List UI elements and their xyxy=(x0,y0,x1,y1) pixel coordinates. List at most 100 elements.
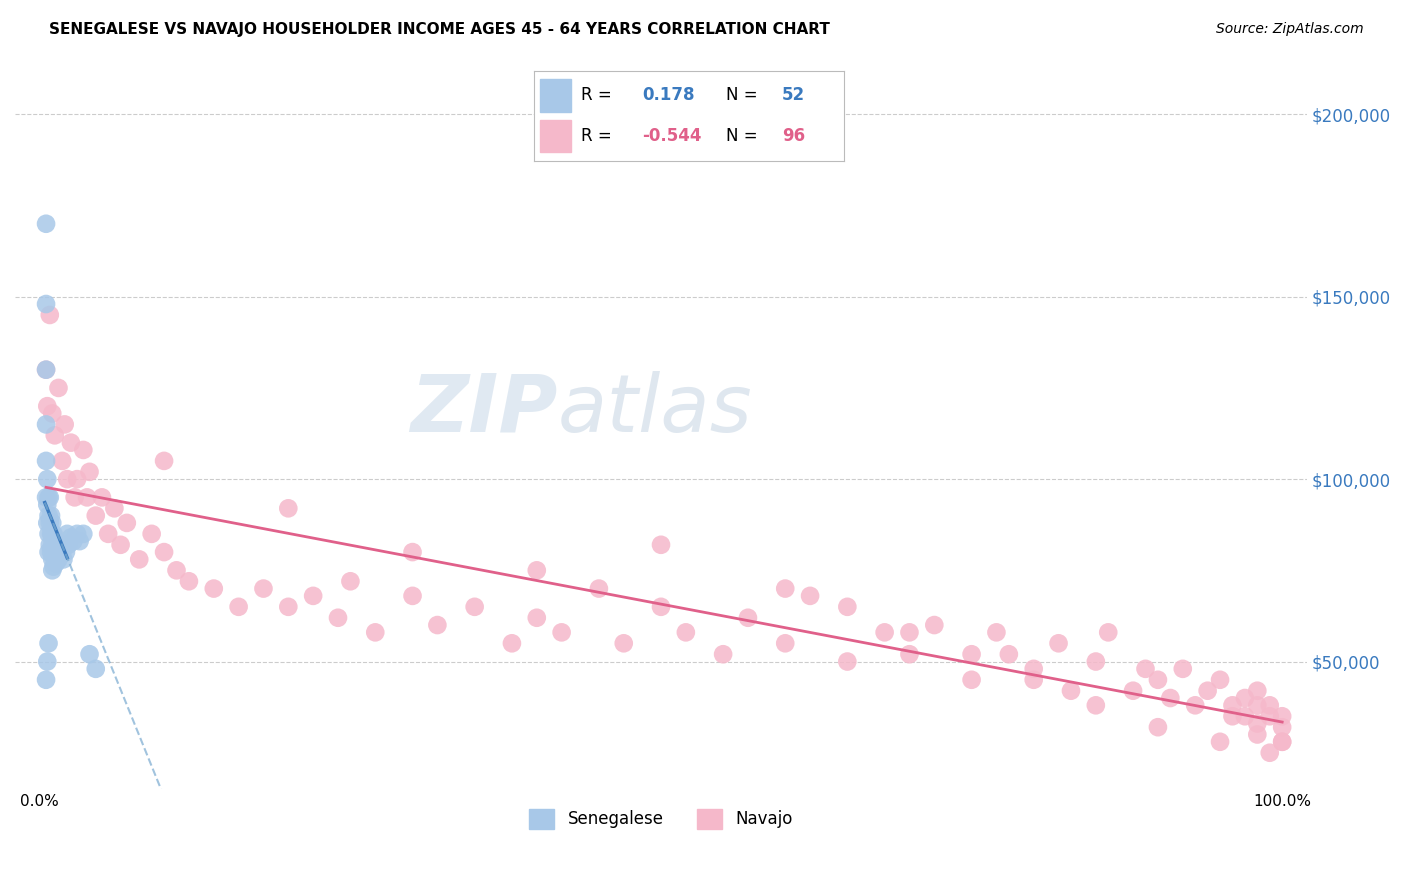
Point xyxy=(1122,683,1144,698)
Point xyxy=(401,545,423,559)
Point xyxy=(84,662,107,676)
Point xyxy=(1184,698,1206,713)
Point xyxy=(277,599,299,614)
Bar xyxy=(540,79,571,112)
Point xyxy=(202,582,225,596)
Point xyxy=(49,538,72,552)
Point xyxy=(177,574,200,589)
Point xyxy=(773,636,796,650)
Point xyxy=(1084,698,1107,713)
Point xyxy=(141,526,163,541)
Point xyxy=(675,625,697,640)
Point xyxy=(1258,698,1281,713)
Point xyxy=(960,647,983,661)
Point xyxy=(51,545,73,559)
Text: 52: 52 xyxy=(782,87,804,104)
Point xyxy=(550,625,572,640)
Point xyxy=(1135,662,1157,676)
Point xyxy=(41,563,63,577)
Point xyxy=(426,618,449,632)
Point xyxy=(37,655,59,669)
Point xyxy=(41,552,63,566)
Point xyxy=(38,526,60,541)
Point xyxy=(53,538,76,552)
Text: N =: N = xyxy=(725,127,758,145)
Point xyxy=(69,534,91,549)
Point xyxy=(51,454,73,468)
Point xyxy=(35,217,58,231)
Text: R =: R = xyxy=(581,87,612,104)
Point xyxy=(35,362,58,376)
Point xyxy=(1022,673,1045,687)
Point xyxy=(153,454,176,468)
Point xyxy=(1271,735,1294,749)
Point xyxy=(39,545,62,559)
Text: 96: 96 xyxy=(782,127,804,145)
Point xyxy=(44,428,66,442)
Point xyxy=(41,538,63,552)
Point xyxy=(252,582,274,596)
Point xyxy=(63,491,86,505)
Point xyxy=(1258,746,1281,760)
Point xyxy=(72,442,94,457)
Point xyxy=(1233,709,1256,723)
Point xyxy=(42,559,65,574)
Point xyxy=(35,454,58,468)
Point xyxy=(38,491,60,505)
Point xyxy=(76,491,98,505)
Point xyxy=(46,545,69,559)
Point xyxy=(302,589,325,603)
Text: -0.544: -0.544 xyxy=(643,127,702,145)
Legend: Senegalese, Navajo: Senegalese, Navajo xyxy=(523,802,800,836)
Point xyxy=(339,574,361,589)
Point xyxy=(79,647,101,661)
Point xyxy=(613,636,636,650)
Point xyxy=(1060,683,1083,698)
Point xyxy=(59,435,82,450)
Point xyxy=(1197,683,1219,698)
Point xyxy=(84,508,107,523)
Point xyxy=(364,625,387,640)
Text: N =: N = xyxy=(725,87,758,104)
Point xyxy=(1209,673,1232,687)
Point xyxy=(38,308,60,322)
Point xyxy=(1222,709,1244,723)
Point xyxy=(37,516,59,530)
Point xyxy=(45,556,67,570)
Point xyxy=(37,399,59,413)
Point xyxy=(837,655,859,669)
Point xyxy=(52,552,75,566)
Point xyxy=(650,599,672,614)
Point xyxy=(45,538,67,552)
Point xyxy=(898,647,921,661)
Point xyxy=(1047,636,1070,650)
Point xyxy=(1159,691,1181,706)
Point xyxy=(153,545,176,559)
Point xyxy=(898,625,921,640)
Point xyxy=(1147,673,1170,687)
Point xyxy=(1246,698,1268,713)
Point xyxy=(72,526,94,541)
Point xyxy=(1222,698,1244,713)
Point xyxy=(35,673,58,687)
Point xyxy=(1271,709,1294,723)
Point xyxy=(39,508,62,523)
Point xyxy=(1209,735,1232,749)
Point xyxy=(42,526,65,541)
Point xyxy=(103,501,125,516)
Point xyxy=(960,673,983,687)
Point xyxy=(737,611,759,625)
Point xyxy=(41,407,63,421)
Point xyxy=(986,625,1008,640)
Point xyxy=(48,381,70,395)
Point xyxy=(1084,655,1107,669)
Text: 0.178: 0.178 xyxy=(643,87,695,104)
Point xyxy=(59,531,82,545)
Point xyxy=(1022,662,1045,676)
Point xyxy=(42,545,65,559)
Point xyxy=(588,582,610,596)
Point xyxy=(91,491,114,505)
Point xyxy=(326,611,349,625)
Point xyxy=(56,472,79,486)
Point xyxy=(35,491,58,505)
